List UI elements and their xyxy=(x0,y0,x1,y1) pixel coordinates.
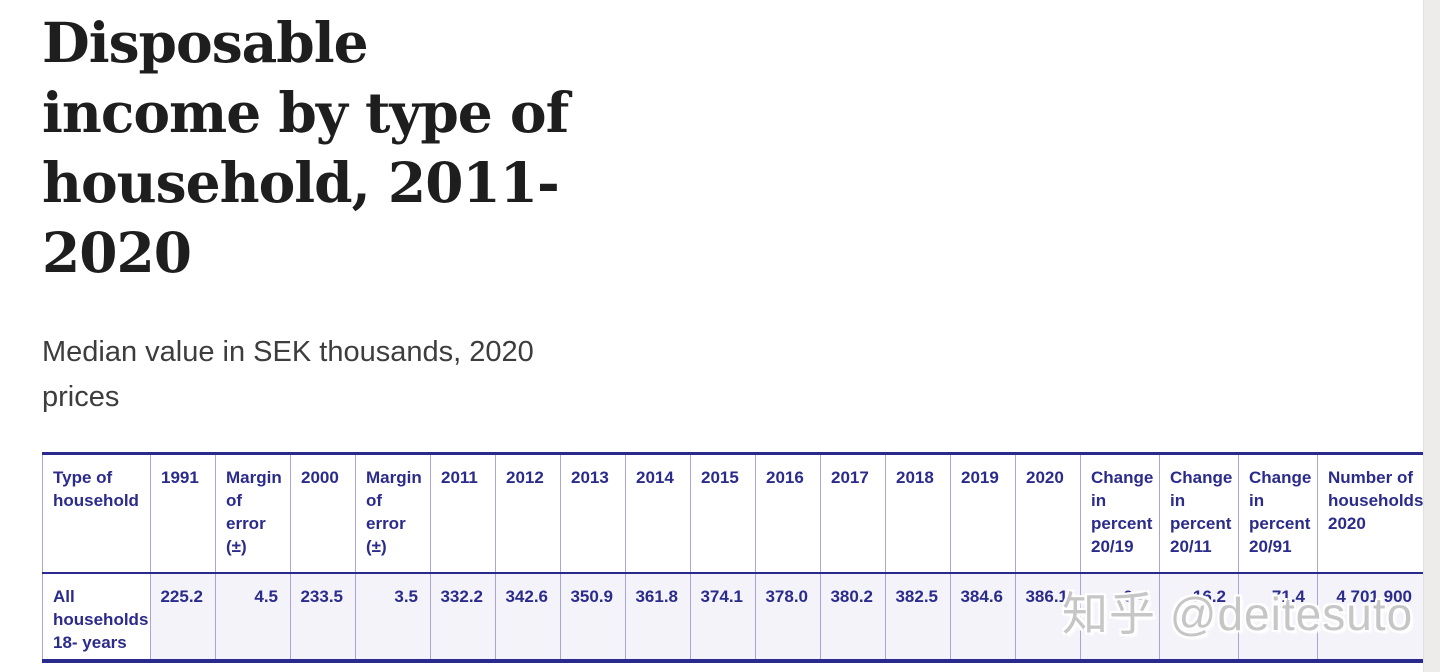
column-header: Type of household xyxy=(42,452,151,574)
page-title-line: Disposable xyxy=(42,10,369,75)
column-header: 2018 xyxy=(885,452,951,574)
cell-value: 3.5 xyxy=(355,572,431,663)
row-label: All households 18- years xyxy=(42,572,151,663)
cell-value: 386.1 xyxy=(1015,572,1081,663)
cell-value: 225.2 xyxy=(150,572,216,663)
cell-value: 332.2 xyxy=(430,572,496,663)
column-header: 2012 xyxy=(495,452,561,574)
income-table: Type of household 1991 Margin of error (±)… xyxy=(42,452,1425,663)
column-header: Margin of error (±) xyxy=(215,452,291,574)
cell-value: 378.0 xyxy=(755,572,821,663)
column-header: 2013 xyxy=(560,452,626,574)
cell-value: 374.1 xyxy=(690,572,756,663)
cell-value: 380.2 xyxy=(820,572,886,663)
page-title-line: income by type of xyxy=(42,80,569,145)
table-header-row: Type of household 1991 Margin of error (±)… xyxy=(42,452,1425,574)
column-header: Margin of error (±) xyxy=(355,452,431,574)
cell-value: 0.4 xyxy=(1080,572,1160,663)
column-header: 2019 xyxy=(950,452,1016,574)
cell-value: 361.8 xyxy=(625,572,691,663)
column-header: 2011 xyxy=(430,452,496,574)
column-header: Change in percent 20/11 xyxy=(1159,452,1239,574)
column-header: Change in percent 20/19 xyxy=(1080,452,1160,574)
cell-value: 4 701 900 xyxy=(1317,572,1425,663)
column-header: 2020 xyxy=(1015,452,1081,574)
page-right-gutter xyxy=(1423,0,1440,672)
page-subtitle: Median value in SEK thousands, 2020 pric… xyxy=(42,330,602,420)
column-header: Number of households 2020 xyxy=(1317,452,1425,574)
cell-value: 384.6 xyxy=(950,572,1016,663)
column-header: 2000 xyxy=(290,452,356,574)
cell-value: 71.4 xyxy=(1238,572,1318,663)
column-header: 2014 xyxy=(625,452,691,574)
page-title: Disposable income by type of household, … xyxy=(42,8,662,288)
cell-value: 382.5 xyxy=(885,572,951,663)
cell-value: 350.9 xyxy=(560,572,626,663)
page-title-line: household, 2011- xyxy=(42,150,560,215)
page-subtitle-line: Median value in SEK thousands, 2020 xyxy=(42,336,534,368)
cell-value: 233.5 xyxy=(290,572,356,663)
column-header: 2017 xyxy=(820,452,886,574)
cell-value: 342.6 xyxy=(495,572,561,663)
column-header: 2015 xyxy=(690,452,756,574)
table-row: All households 18- years 225.2 4.5 233.5 3.5… xyxy=(42,572,1425,663)
page-subtitle-line: prices xyxy=(42,381,120,413)
column-header: 1991 xyxy=(150,452,216,574)
column-header: 2016 xyxy=(755,452,821,574)
column-header: Change in percent 20/91 xyxy=(1238,452,1318,574)
cell-value: 16.2 xyxy=(1159,572,1239,663)
page-title-line: 2020 xyxy=(42,220,192,285)
cell-value: 4.5 xyxy=(215,572,291,663)
